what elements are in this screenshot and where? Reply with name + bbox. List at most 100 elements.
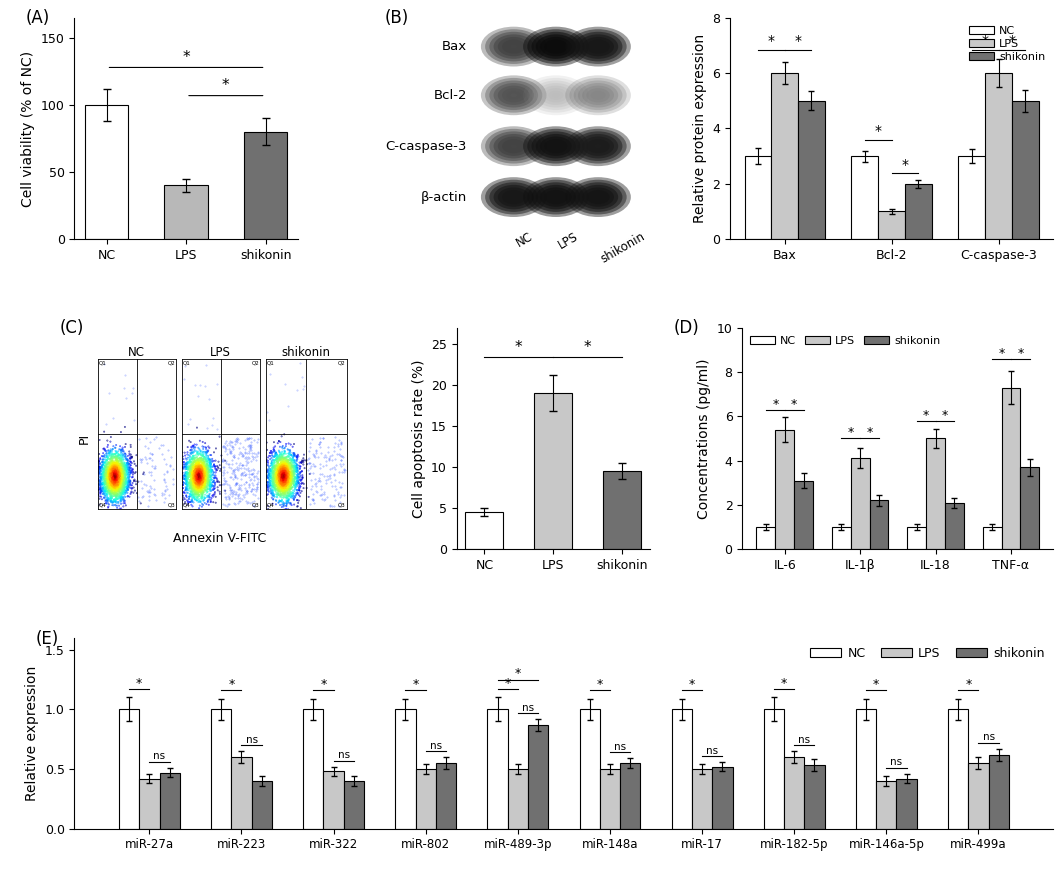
Text: *: *	[795, 35, 801, 48]
Ellipse shape	[494, 184, 534, 209]
Ellipse shape	[498, 37, 530, 56]
Bar	[1001, 388, 1020, 549]
Text: ns: ns	[522, 703, 534, 713]
Text: *: *	[688, 678, 695, 691]
Ellipse shape	[539, 86, 571, 105]
Ellipse shape	[494, 35, 534, 59]
Text: ns: ns	[982, 732, 995, 742]
Text: *: *	[866, 426, 872, 439]
Ellipse shape	[494, 134, 534, 159]
Bar	[878, 211, 905, 239]
Bar	[983, 527, 1001, 549]
Ellipse shape	[539, 37, 571, 56]
Ellipse shape	[591, 42, 605, 51]
Bar	[85, 105, 129, 239]
Bar	[534, 394, 572, 549]
Text: *: *	[901, 158, 909, 172]
Ellipse shape	[532, 32, 580, 61]
Ellipse shape	[523, 177, 588, 217]
Bar	[851, 458, 869, 549]
Bar	[771, 73, 798, 239]
Bar	[323, 772, 344, 829]
Bar	[211, 709, 231, 829]
Ellipse shape	[485, 78, 543, 112]
Bar	[926, 438, 945, 549]
Bar	[794, 480, 813, 549]
Ellipse shape	[536, 134, 576, 159]
Ellipse shape	[528, 129, 584, 164]
Bar	[164, 185, 207, 239]
Text: *: *	[874, 678, 879, 691]
Ellipse shape	[539, 136, 571, 156]
Ellipse shape	[489, 131, 538, 161]
Text: ns: ns	[153, 751, 166, 762]
Ellipse shape	[532, 131, 580, 161]
Text: *: *	[768, 35, 775, 48]
Ellipse shape	[582, 86, 614, 105]
Ellipse shape	[569, 78, 627, 112]
Ellipse shape	[548, 42, 563, 51]
Ellipse shape	[511, 94, 517, 97]
Ellipse shape	[595, 195, 601, 199]
Text: ns: ns	[891, 757, 902, 767]
Text: *: *	[875, 125, 882, 138]
Bar	[757, 527, 776, 549]
Bar	[798, 101, 825, 239]
Text: shikonin: shikonin	[598, 230, 647, 266]
Ellipse shape	[582, 136, 614, 156]
Bar	[712, 766, 732, 829]
Text: PI: PI	[78, 433, 90, 444]
Ellipse shape	[591, 142, 605, 151]
Ellipse shape	[565, 76, 631, 115]
Ellipse shape	[586, 139, 610, 153]
Bar	[160, 772, 180, 829]
Ellipse shape	[582, 37, 614, 56]
Ellipse shape	[502, 39, 526, 53]
Text: (E): (E)	[35, 630, 59, 648]
Ellipse shape	[548, 142, 563, 151]
Text: *: *	[320, 678, 327, 691]
Ellipse shape	[573, 131, 622, 161]
Ellipse shape	[565, 177, 631, 217]
Bar	[603, 471, 641, 549]
Ellipse shape	[506, 142, 521, 151]
Ellipse shape	[498, 86, 530, 105]
Text: *: *	[982, 35, 988, 48]
Bar	[968, 763, 988, 829]
Text: Bax: Bax	[442, 40, 467, 53]
Bar	[436, 763, 456, 829]
Bar	[416, 769, 436, 829]
Ellipse shape	[498, 187, 530, 207]
Ellipse shape	[528, 29, 584, 64]
Bar	[231, 757, 251, 829]
Y-axis label: Relative protein expression: Relative protein expression	[693, 34, 706, 223]
Legend: NC, LPS, shikonin: NC, LPS, shikonin	[748, 333, 943, 347]
Bar	[692, 769, 712, 829]
Text: (B): (B)	[385, 9, 409, 27]
Ellipse shape	[489, 80, 538, 110]
Y-axis label: Relative expression: Relative expression	[26, 666, 39, 801]
Ellipse shape	[544, 39, 567, 53]
Ellipse shape	[569, 29, 627, 64]
Text: β-actin: β-actin	[420, 191, 467, 203]
Text: ns: ns	[246, 735, 257, 745]
Bar	[396, 709, 416, 829]
Ellipse shape	[569, 129, 627, 164]
Ellipse shape	[528, 180, 584, 215]
Ellipse shape	[511, 195, 517, 199]
Ellipse shape	[591, 192, 605, 201]
Ellipse shape	[595, 45, 601, 49]
Ellipse shape	[565, 127, 631, 166]
Ellipse shape	[506, 192, 521, 201]
Ellipse shape	[548, 91, 563, 100]
Text: ns: ns	[337, 750, 350, 760]
Bar	[600, 769, 620, 829]
Ellipse shape	[511, 45, 517, 49]
Ellipse shape	[481, 27, 547, 67]
Ellipse shape	[573, 80, 622, 110]
Bar	[985, 73, 1012, 239]
Ellipse shape	[502, 88, 526, 102]
Text: *: *	[136, 677, 143, 690]
Text: *: *	[772, 397, 779, 411]
Text: *: *	[229, 678, 234, 691]
